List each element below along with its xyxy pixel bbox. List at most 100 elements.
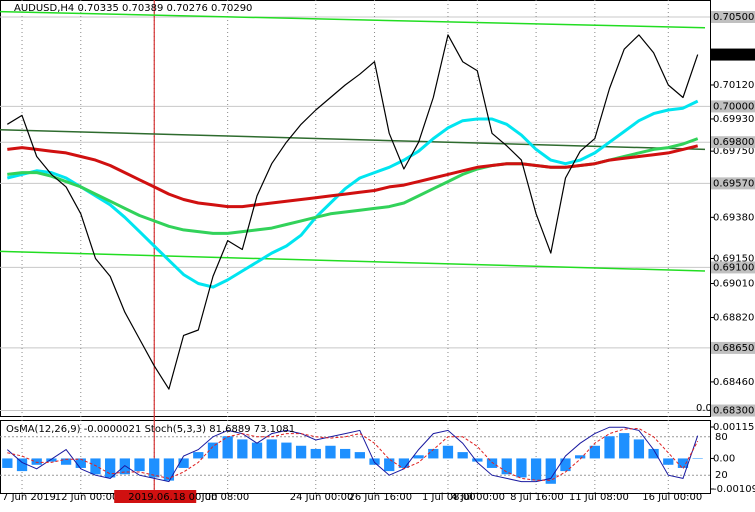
osma-bar xyxy=(575,455,586,459)
y-tick-label: 0.68820 xyxy=(713,313,754,324)
stoch-tick-label: 80 xyxy=(715,432,728,443)
osma-bar xyxy=(340,448,351,459)
osma-bar xyxy=(310,448,321,459)
osma-bar xyxy=(589,445,600,459)
indicator xyxy=(0,426,714,490)
main-frame xyxy=(0,0,711,417)
y-tick-label: 0.69150 xyxy=(713,253,754,264)
osma-bar xyxy=(31,458,42,465)
osma-bar xyxy=(90,458,101,475)
x-tick-label: 2019.06.18 00:00 xyxy=(128,492,217,503)
y-tick-label: 0.69930 xyxy=(713,114,754,125)
osma-bar xyxy=(413,455,424,459)
x-tick-label: 1 Jul 08:00 xyxy=(422,492,476,503)
level-box xyxy=(711,100,755,113)
osma-bar xyxy=(398,458,410,468)
level-box xyxy=(711,136,755,149)
labels: AUDUSD,H4 0.70335 0.70389 0.70276 0.7029… xyxy=(2,3,755,503)
osma-bar xyxy=(530,458,542,481)
osma-bar xyxy=(354,452,365,459)
x-tick-label: 4 Jul 00:00 xyxy=(451,492,505,503)
osma-bar xyxy=(516,458,527,478)
last-price-label: 0.70290 xyxy=(713,50,754,61)
osma-bar xyxy=(442,445,454,459)
y-tick-label: 0.69750 xyxy=(713,146,754,157)
level-label: 0.70000 xyxy=(713,101,754,112)
osma-bar xyxy=(281,442,292,459)
osma-bar xyxy=(501,458,512,475)
osma-bar xyxy=(163,458,175,481)
osma-bar xyxy=(648,448,659,459)
osma-bar xyxy=(325,445,336,459)
level-box xyxy=(711,341,755,354)
level-box xyxy=(711,261,755,274)
osma-bar xyxy=(60,458,72,465)
osma-bar xyxy=(692,458,703,459)
osma-bar xyxy=(46,458,57,462)
x-tick-label: 12 Jun 00:00 xyxy=(55,492,119,503)
osma-bar xyxy=(545,458,556,484)
osma-bar xyxy=(2,458,13,468)
y-tick-label: 0.69010 xyxy=(713,279,754,290)
y-tick-label: 0.69380 xyxy=(713,212,754,223)
osma-bar xyxy=(677,458,689,468)
osma-bar xyxy=(119,458,130,475)
x-tick-label: 26 Jun 16:00 xyxy=(349,492,413,503)
level-label: 0.68650 xyxy=(713,343,754,354)
osma-bar xyxy=(16,458,28,472)
stoch-tick-label: 20 xyxy=(715,470,728,481)
level-box xyxy=(711,404,755,417)
osma-bar xyxy=(428,448,439,459)
indicator-frame xyxy=(0,420,711,494)
osma-bar xyxy=(384,458,395,472)
level-box xyxy=(711,10,755,23)
osma-bar xyxy=(105,458,116,478)
x-tick-label: 8 Jul 16:00 xyxy=(510,492,564,503)
stoch-line xyxy=(6,426,699,483)
osma-bar xyxy=(604,436,615,459)
osma-bar xyxy=(619,433,630,459)
annotation: 0.0 xyxy=(696,403,712,414)
osma-bar xyxy=(295,445,307,459)
osma-bar xyxy=(560,458,571,472)
osma-bar xyxy=(193,452,204,459)
trend-line xyxy=(0,128,706,151)
osma-bar xyxy=(222,436,233,459)
indicator-tick-label: 0.00 xyxy=(713,453,735,464)
osma-bar xyxy=(486,458,498,468)
osma-bar xyxy=(149,458,160,478)
series-line xyxy=(7,144,699,209)
osma-bar xyxy=(472,458,483,462)
osma-bar xyxy=(663,458,674,465)
osma-bar xyxy=(633,439,645,459)
y-tick-label: 0.68460 xyxy=(713,377,754,388)
crosshair-box xyxy=(114,490,197,503)
series-line xyxy=(6,99,699,289)
osma-bar xyxy=(266,439,277,459)
level-label: 0.69800 xyxy=(713,137,754,148)
last-price-box xyxy=(711,48,755,61)
osma-bar xyxy=(237,439,248,459)
level-label: 0.69100 xyxy=(713,262,754,273)
indicator-tick-label: -0.001091 xyxy=(713,484,755,495)
level-label: 0.68300 xyxy=(713,406,754,417)
osma-bar xyxy=(134,458,145,472)
x-tick-label: 24 Jun 00:00 xyxy=(290,492,354,503)
indicator-tick-label: 0.0011502 xyxy=(713,422,755,433)
x-tick-label: 11 Jul 08:00 xyxy=(569,492,629,503)
x-tick-label: 16 Jul 00:00 xyxy=(642,492,702,503)
osma-bar xyxy=(457,452,468,459)
trend-line xyxy=(0,250,706,272)
trend-line xyxy=(0,10,706,29)
osma-bar xyxy=(251,442,263,459)
level-label: 0.69570 xyxy=(713,178,754,189)
osma-bar xyxy=(178,458,189,468)
plot xyxy=(0,0,706,494)
indicator-title: OsMA(12,26,9) -0.0000021 Stoch(5,3,3) 81… xyxy=(6,424,295,435)
osma-bar xyxy=(207,442,219,459)
series-line xyxy=(6,34,699,390)
x-tick-label: 7 Jun 2019 xyxy=(2,492,56,503)
level-box xyxy=(711,177,755,190)
